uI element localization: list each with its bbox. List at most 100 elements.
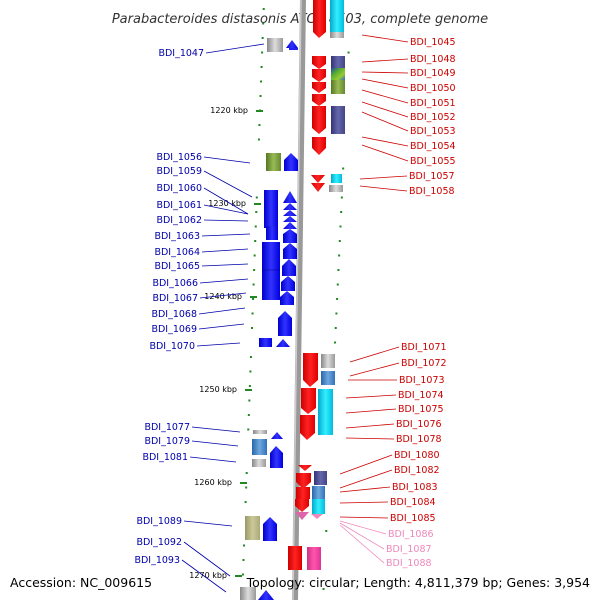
gene-bdi-1048[interactable]: [312, 56, 326, 69]
gene-label-bdi-1052[interactable]: BDI_1052: [410, 112, 456, 123]
kbp-label: 1250 kbp: [199, 385, 237, 394]
gene-label-bdi-1058[interactable]: BDI_1058: [409, 186, 455, 197]
genome-backbone: [292, 0, 306, 600]
tick-dot: [254, 225, 257, 228]
gene-label-bdi-1080[interactable]: BDI_1080: [394, 450, 440, 461]
gene-label-bdi-1074[interactable]: BDI_1074: [398, 390, 444, 401]
gene-label-bdi-1050[interactable]: BDI_1050: [410, 83, 456, 94]
tick-dot: [325, 530, 328, 532]
gene-bdi-1057[interactable]: [311, 175, 325, 183]
gene-label-bdi-1055[interactable]: BDI_1055: [410, 156, 456, 167]
gene-label-bdi-1047[interactable]: BDI_1047: [158, 48, 204, 59]
tick-dot: [334, 341, 337, 344]
gene-block-1086-1088[interactable]: [288, 546, 302, 570]
tick-dot: [262, 22, 265, 25]
gene-bdi-1089-arrow[interactable]: [263, 517, 277, 541]
gene-label-bdi-1092[interactable]: BDI_1092: [136, 537, 182, 548]
gene-label-bdi-1075[interactable]: BDI_1075: [398, 404, 444, 415]
gene-label-bdi-1070[interactable]: BDI_1070: [149, 341, 195, 352]
gene-bdi-1089-box[interactable]: [245, 516, 260, 540]
gene-label-bdi-1087[interactable]: BDI_1087: [386, 544, 432, 555]
gene-label-bdi-1093[interactable]: BDI_1093: [134, 555, 180, 566]
gene-block-1071-1085[interactable]: [303, 353, 318, 367]
gene-label-bdi-1062[interactable]: BDI_1062: [156, 215, 202, 226]
leader-line: [203, 219, 249, 222]
gene-label-bdi-1081[interactable]: BDI_1081: [142, 452, 188, 463]
leader-line: [181, 559, 227, 593]
tick-dot: [260, 66, 263, 68]
tick-dot: [347, 51, 350, 54]
gene-bdi-1045[interactable]: [313, 0, 326, 32]
leader-line: [199, 278, 249, 284]
tick-dot: [249, 356, 252, 358]
gene-label-bdi-1049[interactable]: BDI_1049: [410, 68, 456, 79]
tick-dot: [248, 385, 251, 387]
gene-label-bdi-1051[interactable]: BDI_1051: [410, 98, 456, 109]
leader-line: [359, 175, 408, 180]
leader-line: [339, 516, 389, 519]
leader-line: [361, 111, 409, 132]
gene-bdi-1056-arrow[interactable]: [284, 153, 298, 171]
right-gene-labels: BDI_1045 BDI_1048 BDI_1049 BDI_1050 BDI_1051…: [386, 37, 456, 569]
gene-label-bdi-1073[interactable]: BDI_1073: [399, 375, 445, 386]
gene-label-bdi-1078[interactable]: BDI_1078: [396, 434, 442, 445]
leader-line: [198, 307, 246, 315]
tick-dot: [253, 254, 256, 257]
leader-line: [361, 89, 409, 104]
gene-label-bdi-1084[interactable]: BDI_1084: [390, 497, 436, 508]
tick-dot: [248, 399, 251, 402]
kbp-tick: [254, 203, 261, 205]
tick-dot: [261, 51, 264, 54]
gene-label-bdi-1064[interactable]: BDI_1064: [154, 247, 200, 258]
tick-dot: [257, 138, 260, 141]
gene-bdi-1047-box[interactable]: [267, 38, 283, 52]
leader-line: [361, 136, 409, 147]
kbp-label: 1230 kbp: [208, 199, 246, 208]
gene-label-bdi-1068[interactable]: BDI_1068: [151, 309, 197, 320]
gene-label-bdi-1069[interactable]: BDI_1069: [151, 324, 197, 335]
gene-label-bdi-1060[interactable]: BDI_1060: [156, 183, 202, 194]
gene-block-1077-1081[interactable]: [253, 430, 267, 434]
gene-label-bdi-1048[interactable]: BDI_1048: [410, 54, 456, 65]
gene-label-bdi-1083[interactable]: BDI_1083: [392, 482, 438, 493]
tick-dot: [261, 37, 264, 39]
gene-label-bdi-1079[interactable]: BDI_1079: [144, 436, 190, 447]
tick-dot: [338, 254, 341, 257]
gene-label-bdi-1089[interactable]: BDI_1089: [136, 516, 182, 527]
leader-line: [183, 520, 233, 527]
gene-label-bdi-1088[interactable]: BDI_1088: [386, 558, 432, 569]
gene-label-bdi-1063[interactable]: BDI_1063: [154, 231, 200, 242]
kbp-label: 1270 kbp: [189, 571, 227, 580]
leader-line: [361, 101, 409, 118]
tick-dot: [242, 559, 245, 561]
gene-label-bdi-1057[interactable]: BDI_1057: [409, 171, 455, 182]
gene-label-bdi-1085[interactable]: BDI_1085: [390, 513, 436, 524]
leader-line: [345, 394, 397, 399]
gene-label-bdi-1071[interactable]: BDI_1071: [401, 342, 447, 353]
tick-dot: [247, 414, 250, 416]
kbp-tick: [250, 296, 257, 298]
gene-label-bdi-1056[interactable]: BDI_1056: [156, 152, 202, 163]
gene-bdi-1056-box[interactable]: [266, 153, 281, 171]
gene-label-bdi-1067[interactable]: BDI_1067: [152, 293, 198, 304]
gene-label-bdi-1061[interactable]: BDI_1061: [156, 200, 202, 211]
gene-label-bdi-1059[interactable]: BDI_1059: [156, 166, 202, 177]
gene-label-bdi-1065[interactable]: BDI_1065: [154, 261, 200, 272]
kbp-tick: [235, 575, 242, 577]
gene-label-bdi-1054[interactable]: BDI_1054: [410, 141, 456, 152]
gene-label-bdi-1053[interactable]: BDI_1053: [410, 126, 456, 137]
kbp-tick: [256, 110, 263, 112]
leader-line: [203, 204, 249, 215]
gene-label-bdi-1077[interactable]: BDI_1077: [144, 422, 190, 433]
gene-label-bdi-1076[interactable]: BDI_1076: [396, 419, 442, 430]
gene-label-bdi-1086[interactable]: BDI_1086: [388, 529, 434, 540]
gene-block-1060-1067[interactable]: [264, 190, 278, 228]
gene-label-bdi-1066[interactable]: BDI_1066: [152, 278, 198, 289]
gene-bdi-1047-arrow[interactable]: [286, 40, 298, 48]
gene-label-bdi-1045[interactable]: BDI_1045: [410, 37, 456, 48]
gene-label-bdi-1072[interactable]: BDI_1072: [401, 358, 447, 369]
leader-line: [339, 520, 387, 535]
tick-dot: [334, 327, 337, 329]
gene-label-bdi-1082[interactable]: BDI_1082: [394, 465, 440, 476]
leader-line: [203, 156, 251, 164]
